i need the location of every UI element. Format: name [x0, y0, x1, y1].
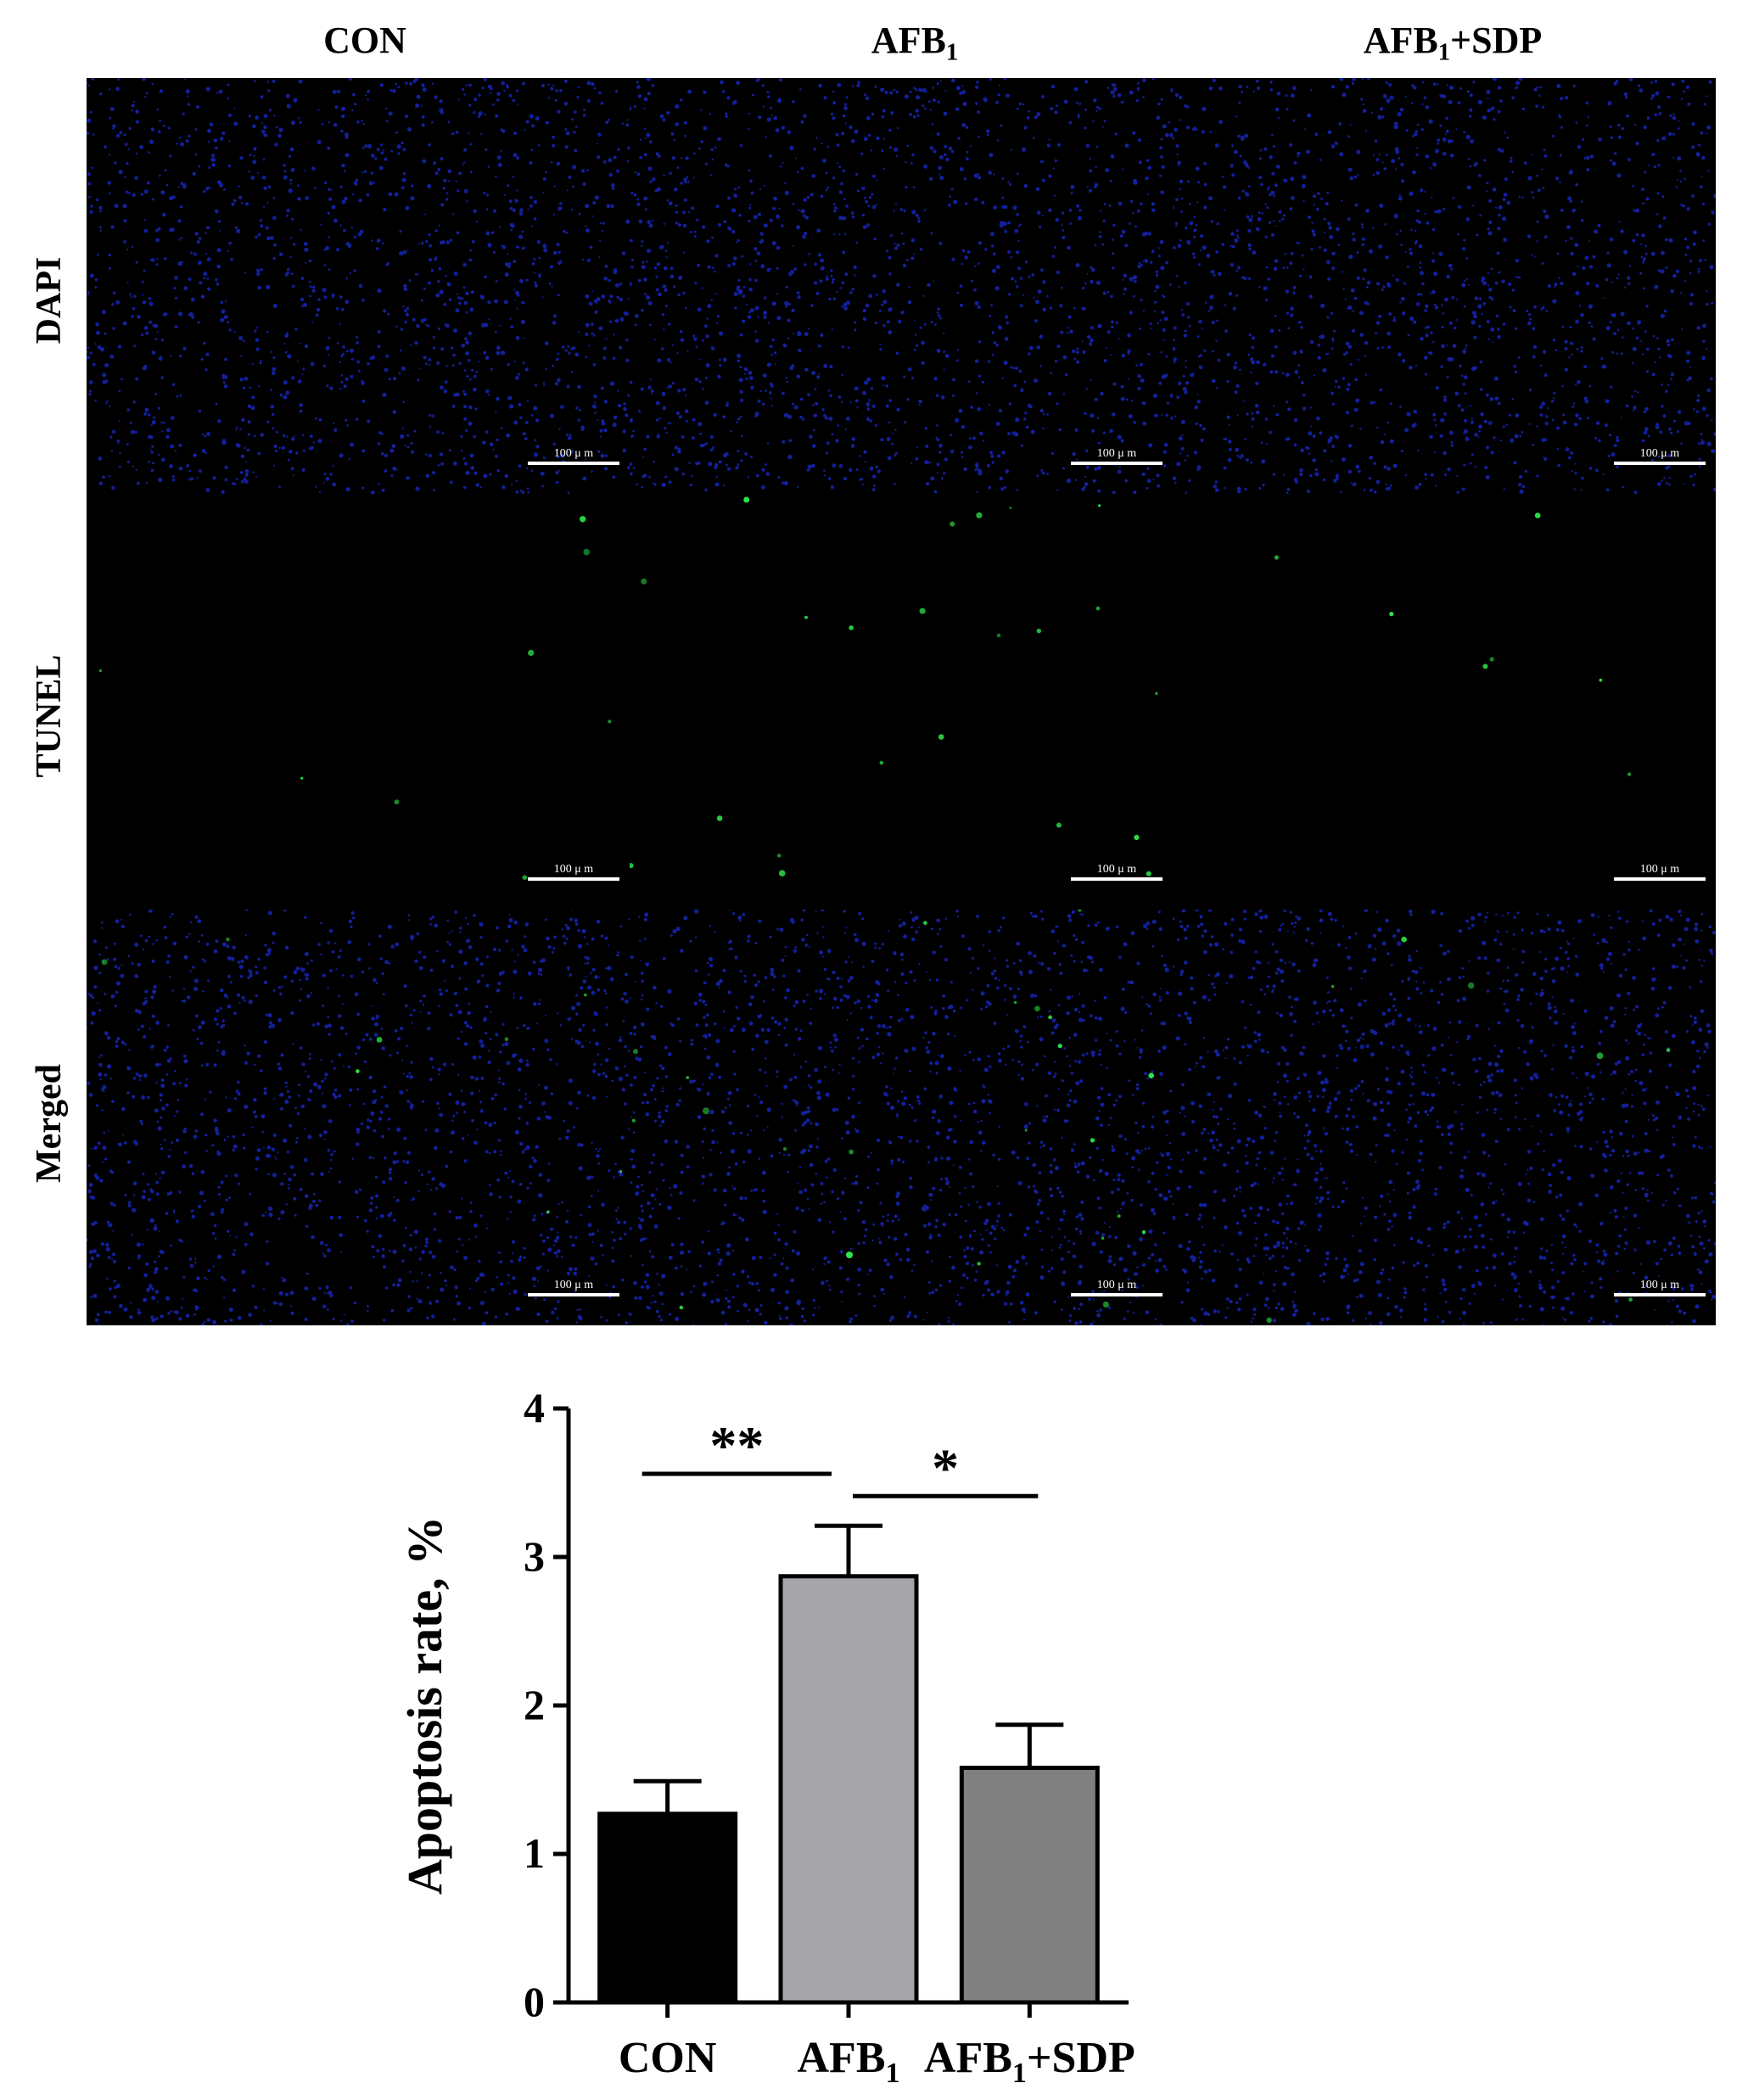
scale-bar — [1614, 1293, 1706, 1296]
micrograph-grid: 100 μ m 100 μ m 100 μ m 100 μ m 100 μ m … — [87, 78, 1716, 1325]
y-axis-label: Apoptosis rate, % — [397, 1516, 452, 1895]
scale-bar-label: 100 μ m — [554, 447, 594, 460]
scale-bar — [1071, 1293, 1163, 1296]
column-label-main: CON — [323, 20, 406, 61]
scale-bar — [528, 877, 619, 881]
column-label-suffix: +SDP — [1450, 20, 1543, 61]
x-tick-label: AFB1 — [798, 2034, 900, 2087]
panel-tunel-afb1: 100 μ m — [630, 494, 1173, 910]
panel-dapi-afb1: 100 μ m — [630, 78, 1173, 494]
panel-dapi-con: 100 μ m — [87, 78, 630, 494]
scale-bar — [1614, 877, 1706, 881]
panel-merged-afb1-sdp: 100 μ m — [1173, 910, 1716, 1325]
row-label-dapi: DAPI — [30, 256, 69, 344]
x-tick-label: AFB1+SDP — [924, 2034, 1135, 2087]
scale-bar-label: 100 μ m — [1640, 863, 1680, 876]
y-tick-label: 0 — [524, 1978, 545, 2025]
bar — [959, 1766, 1100, 2005]
scale-bar-label: 100 μ m — [554, 1279, 594, 1291]
scale-bar-label: 100 μ m — [1097, 1279, 1137, 1291]
row-label-merged: Merged — [30, 1064, 69, 1183]
y-tick-label: 2 — [524, 1681, 545, 1728]
merged-image: 100 μ m — [87, 910, 630, 1325]
column-label-con: CON — [110, 19, 619, 62]
panel-merged-con: 100 μ m — [87, 910, 630, 1325]
scale-bar-label: 100 μ m — [554, 863, 594, 876]
panel-tunel-con: 100 μ m — [87, 494, 630, 910]
nuclei-image: 100 μ m — [1173, 78, 1716, 494]
panel-merged-afb1: 100 μ m — [630, 910, 1173, 1325]
column-label-sub: 1 — [1437, 39, 1451, 66]
tunel-image: 100 μ m — [630, 494, 1173, 910]
nuclei-image: 100 μ m — [87, 78, 630, 494]
scale-bar-label: 100 μ m — [1640, 1279, 1680, 1291]
significance-label: * — [932, 1437, 959, 1498]
y-tick-label: 1 — [524, 1829, 545, 1877]
y-tick-label: 3 — [524, 1532, 545, 1580]
nuclei-image: 100 μ m — [630, 78, 1173, 494]
row-label-tunel: TUNEL — [30, 654, 69, 778]
scale-bar — [528, 462, 619, 465]
column-label-main: AFB — [1363, 20, 1438, 61]
column-label-main: AFB — [871, 20, 946, 61]
scale-bar — [528, 1293, 619, 1296]
scale-bar — [1071, 877, 1163, 881]
x-tick-label: CON — [619, 2034, 717, 2082]
significance-label: ** — [709, 1415, 764, 1476]
bar — [597, 1812, 738, 2005]
scale-bar — [1071, 462, 1163, 465]
y-tick-label: 4 — [524, 1384, 545, 1431]
merged-image: 100 μ m — [630, 910, 1173, 1325]
tunel-image: 100 μ m — [1173, 494, 1716, 910]
scale-bar-label: 100 μ m — [1097, 447, 1137, 460]
scale-bar-label: 100 μ m — [1640, 447, 1680, 460]
scale-bar-label: 100 μ m — [1097, 863, 1137, 876]
merged-image: 100 μ m — [1173, 910, 1716, 1325]
panel-dapi-afb1-sdp: 100 μ m — [1173, 78, 1716, 494]
column-label-afb1-sdp: AFB1+SDP — [1198, 19, 1707, 67]
tunel-image: 100 μ m — [87, 494, 630, 910]
panel-tunel-afb1-sdp: 100 μ m — [1173, 494, 1716, 910]
column-label-sub: 1 — [945, 39, 959, 66]
bar — [778, 1574, 919, 2005]
scale-bar — [1614, 462, 1706, 465]
column-label-afb1: AFB1 — [660, 19, 1169, 67]
